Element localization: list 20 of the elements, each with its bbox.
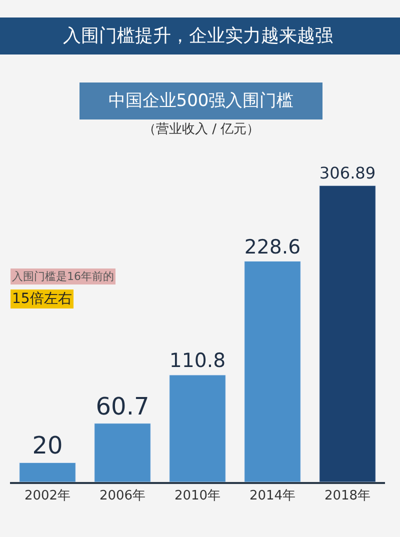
annotation: 入围门槛是16年前的 [12, 270, 114, 283]
bar [94, 423, 151, 482]
bar [319, 185, 376, 482]
text: （营业收入 / 亿元） [143, 122, 260, 137]
data-label: 306.89 [319, 164, 376, 183]
data-label: 110.8 [169, 349, 226, 372]
data-label: 20 [32, 432, 63, 460]
bar [169, 374, 226, 482]
bar [244, 260, 301, 482]
x-tick-label: 2014年 [249, 488, 296, 504]
x-tick-label: 2006年 [99, 488, 146, 504]
x-tick-label: 2002年 [24, 488, 71, 504]
chart-subtitle: 中国企业500强入围门槛 [108, 91, 294, 111]
annotation: 15倍左右 [12, 291, 72, 307]
data-label: 60.7 [96, 392, 150, 420]
x-tick-label: 2010年 [174, 488, 221, 504]
chart-title: 入围门槛提升，企业实力越来越强 [63, 26, 333, 46]
data-label: 228.6 [244, 235, 301, 258]
bar [19, 462, 76, 482]
x-tick-label: 2018年 [324, 488, 371, 504]
